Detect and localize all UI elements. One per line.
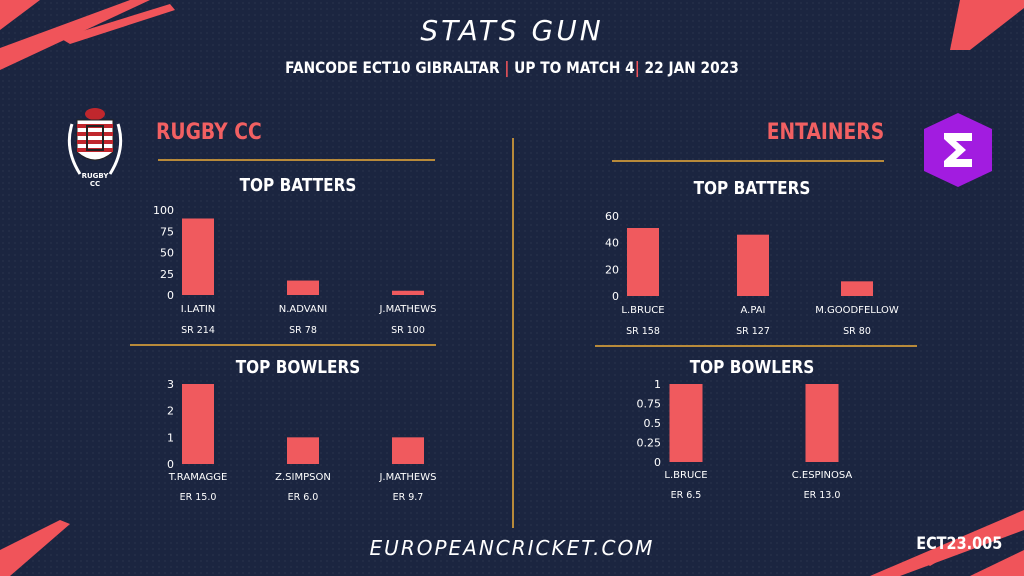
y-tick-label: 0: [167, 458, 174, 471]
bar: [287, 437, 319, 464]
x-category-label: I.LATIN: [181, 304, 216, 315]
y-tick-label: 0: [654, 456, 661, 469]
y-tick-label: 0.25: [637, 437, 662, 450]
y-tick-label: 50: [160, 247, 174, 260]
bar: [841, 281, 873, 296]
x-category-label: M.GOODFELLOW: [815, 305, 899, 316]
y-tick-label: 60: [605, 210, 619, 223]
bar: [392, 290, 424, 295]
y-tick-label: 20: [605, 263, 619, 276]
divider-left-top: [158, 159, 435, 161]
graphic-code: ECT23.005: [915, 534, 1002, 554]
bar: [669, 384, 703, 462]
chart-rugby-bowlers: 0 1 2 3 T.RAMAGGE ER 15.0 Z.SIMPSON ER 6.0 J.MAT…: [167, 378, 437, 503]
y-tick-label: 2: [167, 405, 174, 418]
stat-note-label: SR 127: [736, 326, 770, 337]
page-subtitle: FANCODE ECT10 GIBRALTAR | UP TO MATCH 4|…: [72, 58, 953, 77]
team-name-right: ENTAINERS: [766, 120, 884, 145]
chart-entainers-bowlers: 0 0.25 0.5 0.75 1 L.BRUCE ER 6.5 C.ESPINOSA ER 1…: [637, 378, 853, 501]
stat-note-label: ER 13.0: [804, 490, 841, 501]
chart-rugby-batters: 0 25 50 75 100 I.LATIN SR 214 N.ADVANI SR 78 J.MA…: [153, 204, 437, 336]
competition-name: FANCODE ECT10 GIBRALTAR: [285, 58, 500, 77]
stat-note-label: ER 15.0: [180, 492, 217, 503]
y-tick-label: 0: [167, 289, 174, 302]
stat-note-label: SR 80: [843, 326, 871, 337]
center-divider: [512, 138, 514, 528]
divider-right-middle: [595, 345, 917, 347]
separator: |: [504, 58, 515, 77]
x-category-label: L.BRUCE: [664, 470, 707, 481]
bar: [182, 218, 214, 295]
chart-entainers-batters: 0 20 40 60 L.BRUCE SR 158 A.PAI SR 127 M.GOODFEL…: [605, 210, 899, 337]
bar: [805, 384, 839, 462]
x-category-label: J.MATHEWS: [378, 472, 436, 483]
date-label: 22 JAN 2023: [644, 58, 739, 77]
bar: [627, 228, 659, 296]
stat-note-label: SR 158: [626, 326, 660, 337]
stat-note-label: ER 6.0: [288, 492, 319, 503]
bar: [287, 280, 319, 295]
separator: |: [634, 58, 645, 77]
x-category-label: N.ADVANI: [279, 304, 328, 315]
bar: [182, 384, 214, 464]
bar: [392, 437, 424, 464]
y-tick-label: 0: [612, 290, 619, 303]
y-tick-label: 3: [167, 378, 174, 391]
rugby-cc-logo: RUGBY CC: [62, 104, 128, 190]
x-category-label: T.RAMAGGE: [168, 472, 228, 483]
section-title-rugby-bowlers: TOP BOWLERS: [235, 357, 361, 378]
y-tick-label: 25: [160, 268, 174, 281]
stat-note-label: SR 100: [391, 325, 425, 336]
x-category-label: A.PAI: [740, 305, 765, 316]
rugby-cc-logo-text: RUGBY CC: [81, 172, 109, 188]
section-title-entainers-batters: TOP BATTERS: [693, 178, 811, 199]
x-category-label: C.ESPINOSA: [792, 470, 853, 481]
y-tick-label: 100: [153, 204, 174, 217]
corner-slash-top-right: [950, 0, 1024, 50]
stat-note-label: SR 214: [181, 325, 215, 336]
corner-slash-bottom-left: [0, 520, 70, 576]
y-tick-label: 40: [605, 237, 619, 250]
x-category-label: Z.SIMPSON: [275, 472, 331, 483]
corner-slash-bottom-right: [870, 510, 1024, 576]
team-name-left: RUGBY CC: [156, 120, 262, 145]
y-tick-label: 1: [654, 378, 661, 391]
section-title-entainers-bowlers: TOP BOWLERS: [689, 357, 815, 378]
y-tick-label: 0.5: [644, 417, 662, 430]
x-category-label: L.BRUCE: [621, 305, 664, 316]
page-title: STATS GUN: [420, 14, 604, 47]
bar: [737, 234, 769, 296]
y-tick-label: 75: [160, 225, 174, 238]
divider-right-top: [612, 160, 884, 162]
y-tick-label: 1: [167, 431, 174, 444]
match-stage: UP TO MATCH 4: [514, 58, 635, 77]
stat-note-label: ER 6.5: [671, 490, 702, 501]
footer-website[interactable]: EUROPEANCRICKET.COM: [369, 536, 655, 560]
corner-slash-top-left: [0, 0, 175, 70]
x-category-label: J.MATHEWS: [378, 304, 436, 315]
divider-left-middle: [130, 344, 436, 346]
stat-note-label: ER 9.7: [393, 492, 424, 503]
entainers-logo: [920, 113, 996, 187]
section-title-rugby-batters: TOP BATTERS: [239, 175, 357, 196]
stat-note-label: SR 78: [289, 325, 317, 336]
y-tick-label: 0.75: [637, 398, 662, 411]
